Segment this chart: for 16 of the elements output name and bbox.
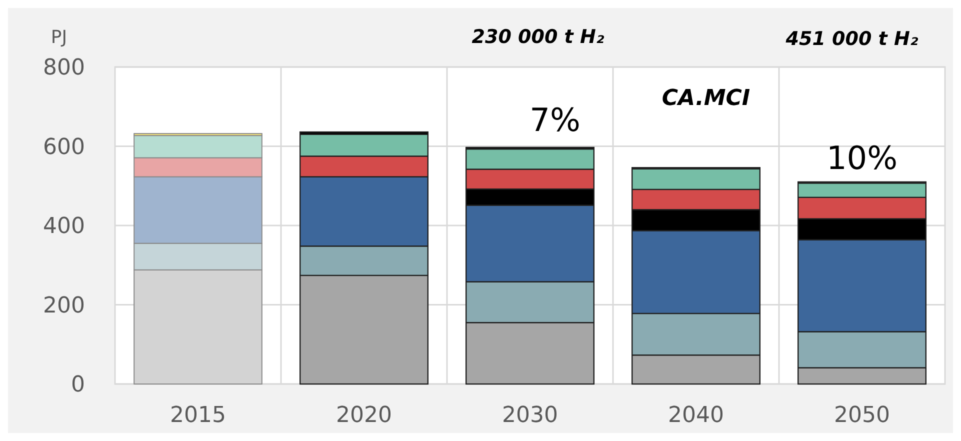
x-tick-label: 2020 (336, 403, 392, 428)
text: 230 000 t H₂ (472, 26, 605, 48)
y-axis-title: PJ (50, 27, 68, 48)
x-tick-label: 2030 (502, 403, 558, 428)
y-tick-label: 600 (43, 134, 85, 160)
x-tick-label: 2015 (170, 403, 226, 428)
y-tick-label: 800 (43, 56, 85, 81)
y-tick-label: 400 (43, 214, 85, 240)
text: 451 000 t H₂ (784, 28, 919, 50)
x-tick-label: 2040 (668, 403, 724, 428)
y-tick-label: 0 (71, 372, 85, 398)
x-tick-label: 2050 (834, 403, 890, 428)
annotation: CA.MCI (662, 86, 750, 111)
annotation: 10% (826, 139, 898, 177)
y-tick-label: 200 (43, 293, 85, 318)
annotation: 7% (530, 101, 580, 139)
